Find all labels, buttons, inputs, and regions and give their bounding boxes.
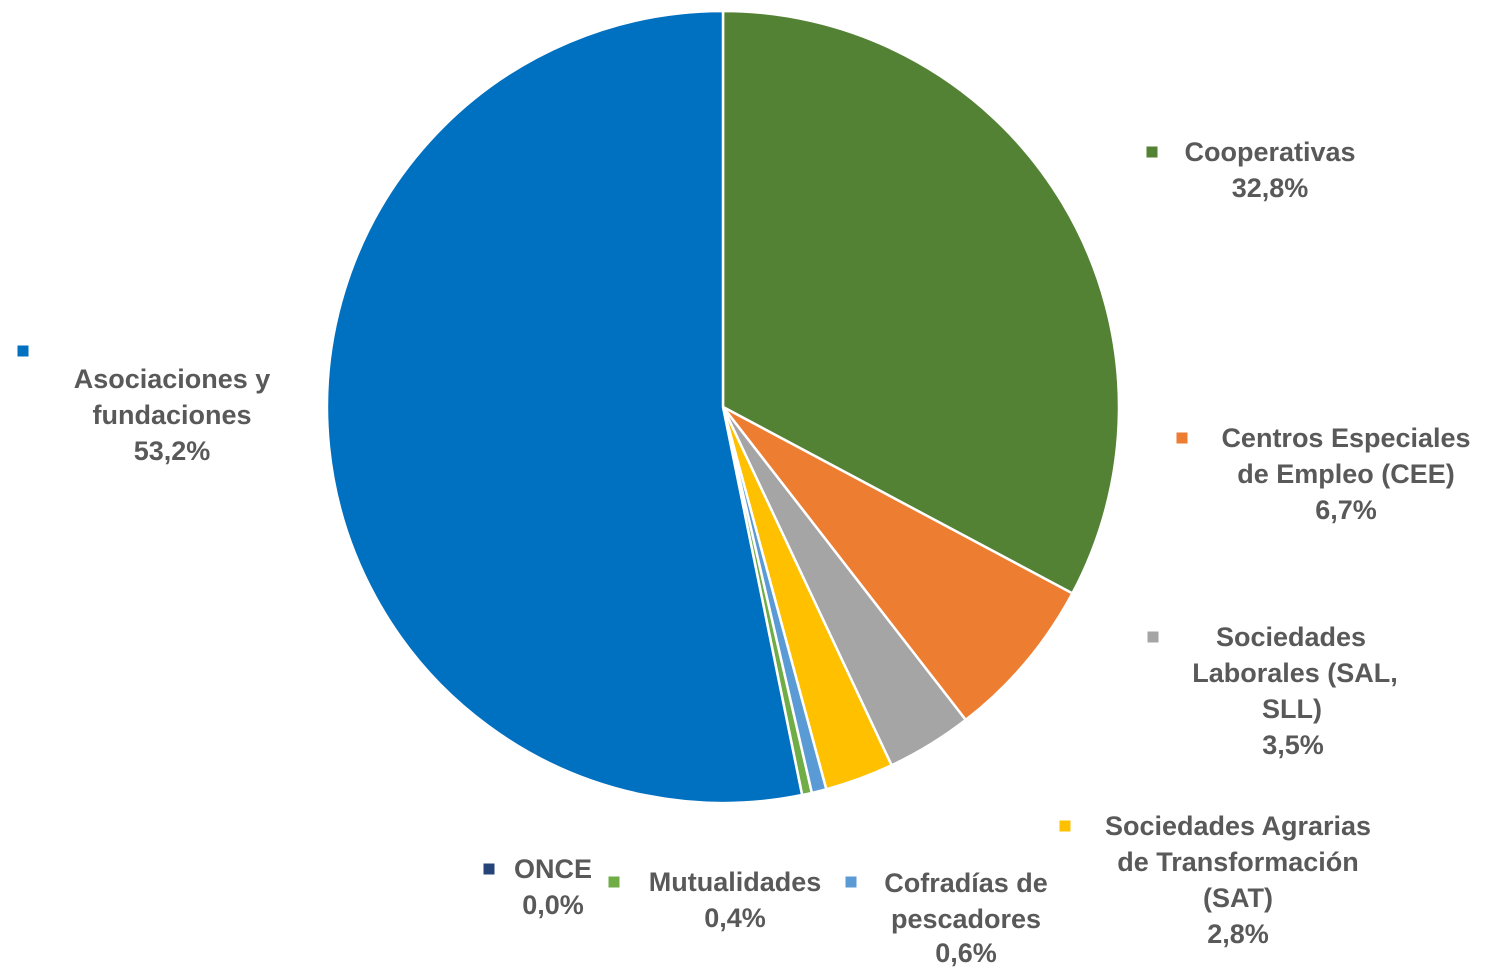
- data-label-text-cofradias: Cofradías de: [884, 868, 1048, 898]
- data-label-value-sat: 2,8%: [1207, 919, 1269, 949]
- data-label-text-asociaciones: fundaciones: [92, 400, 251, 430]
- data-label-cee: Centros Especiales de Empleo (CEE) 6,7%: [1176, 423, 1471, 525]
- legend-marker-asociaciones: [17, 345, 29, 357]
- data-label-text-once: ONCE: [514, 854, 592, 884]
- pie-slice-asociaciones: [325, 9, 804, 805]
- legend-marker-cee: [1176, 432, 1188, 444]
- pie-labels: Cooperativas 32,8% Centros Especiales de Em…: [17, 137, 1471, 968]
- data-label-text-sat: (SAT): [1203, 883, 1273, 913]
- data-label-asociaciones: Asociaciones y fundaciones 53,2%: [17, 345, 271, 466]
- pie-slices: [325, 9, 1121, 805]
- pie-slice-cooperativas: [721, 9, 1121, 595]
- data-label-text-sal: Sociedades: [1216, 622, 1366, 652]
- data-label-text-cooperativas: Cooperativas: [1184, 137, 1355, 167]
- legend-marker-sal: [1147, 631, 1159, 643]
- data-label-value-cee: 6,7%: [1315, 495, 1377, 525]
- data-label-text-cee: de Empleo (CEE): [1237, 459, 1455, 489]
- legend-marker-sat: [1059, 820, 1071, 832]
- data-label-text-sal: SLL): [1262, 694, 1322, 724]
- legend-marker-once: [483, 863, 495, 875]
- data-label-value-cooperativas: 32,8%: [1232, 173, 1309, 203]
- legend-marker-mutualidades: [608, 876, 620, 888]
- data-label-value-mutualidades: 0,4%: [704, 903, 766, 933]
- data-label-sal: Sociedades Laborales (SAL, SLL) 3,5%: [1147, 622, 1398, 760]
- data-label-text-asociaciones: Asociaciones y: [74, 364, 271, 394]
- data-label-cofradias: Cofradías de pescadores 0,6%: [845, 868, 1048, 968]
- data-label-mutualidades: Mutualidades 0,4%: [608, 867, 822, 933]
- legend-marker-cooperativas: [1146, 146, 1158, 158]
- data-label-cooperativas: Cooperativas 32,8%: [1146, 137, 1356, 203]
- data-label-value-sal: 3,5%: [1262, 730, 1324, 760]
- data-label-text-cee: Centros Especiales: [1221, 423, 1470, 453]
- data-label-once: ONCE 0,0%: [483, 854, 592, 920]
- data-label-text-sat: Sociedades Agrarias: [1105, 811, 1371, 841]
- data-label-sat: Sociedades Agrarias de Transformación (SAT…: [1059, 811, 1371, 949]
- legend-marker-cofradias: [845, 876, 857, 888]
- data-label-text-mutualidades: Mutualidades: [649, 867, 822, 897]
- data-label-text-sat: de Transformación: [1117, 847, 1359, 877]
- data-label-value-cofradias: 0,6%: [935, 938, 997, 968]
- data-label-text-sal: Laborales (SAL,: [1192, 658, 1398, 688]
- pie-slice-cee: [721, 405, 1074, 722]
- data-label-value-asociaciones: 53,2%: [134, 436, 211, 466]
- data-label-value-once: 0,0%: [522, 890, 584, 920]
- data-label-text-cofradias: pescadores: [891, 904, 1041, 934]
